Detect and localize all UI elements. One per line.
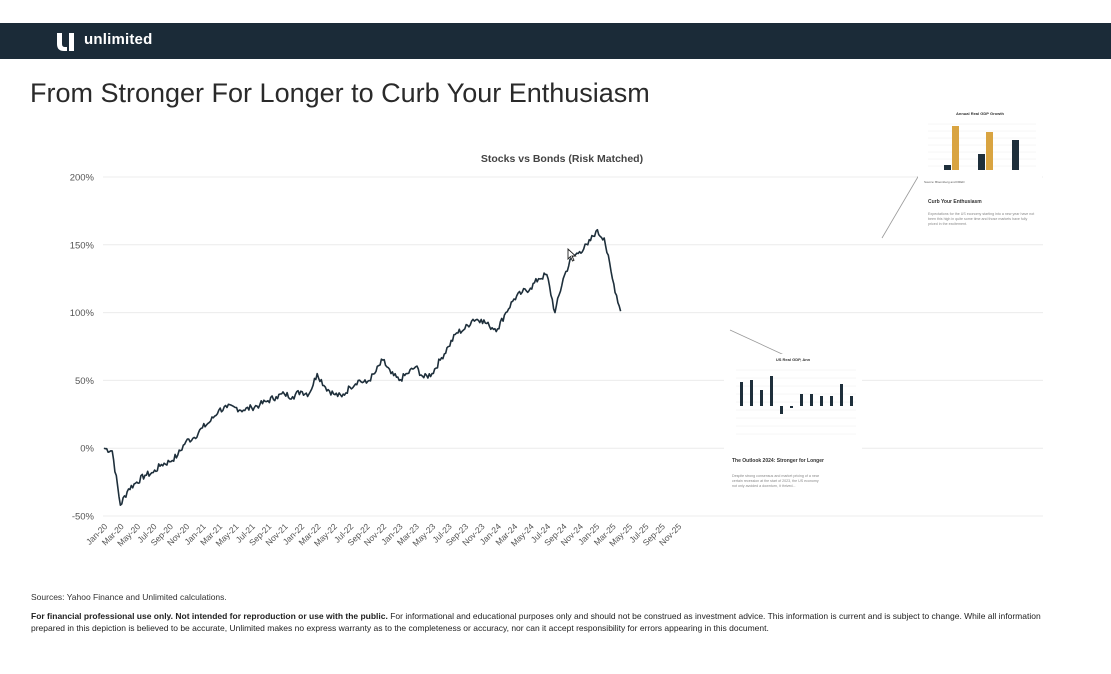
brand-header xyxy=(0,23,1111,59)
series-line xyxy=(103,228,622,507)
inset-bar xyxy=(800,394,803,406)
inset-bar xyxy=(770,376,773,406)
inset-lower-bar-chart xyxy=(736,369,856,435)
inset-bar xyxy=(760,390,763,406)
inset-bar xyxy=(1012,140,1019,170)
inset-bar xyxy=(850,396,853,406)
unlimited-logo-icon xyxy=(57,33,74,51)
inset-lower-body: Despite strong consensus and market pric… xyxy=(732,474,820,488)
inset-upper-heading: Curb Your Enthusiasm xyxy=(928,199,982,205)
inset-lower-chart-title: US Real GDP, Ann xyxy=(775,357,811,362)
mouse-cursor-icon xyxy=(567,248,577,262)
inset-upper-chart-title: Annual Real GDP Growth xyxy=(956,111,1004,116)
stocks-vs-bonds-chart: Stocks vs Bonds (Risk Matched) -50% 0% 50%… xyxy=(70,153,1043,548)
inset-bar xyxy=(790,406,793,408)
y-tick-label: 50% xyxy=(75,376,95,387)
inset-curb-your-enthusiasm: Annual Real GDP Growth Source: Bloomberg… xyxy=(918,108,1042,234)
inset-bar xyxy=(780,406,783,414)
inset-bar xyxy=(840,384,843,406)
y-tick-label: -50% xyxy=(72,512,95,523)
inset-upper-bar-chart xyxy=(928,123,1036,170)
inset-bar xyxy=(740,382,743,406)
inset-upper-body: Expectations for the US economy starting… xyxy=(928,212,1035,226)
disclaimer-text: For informational and educational purpos… xyxy=(31,611,1041,633)
inset-upper-source: Source: Bloomberg and FRED xyxy=(924,180,965,184)
inset-bar xyxy=(986,132,993,170)
inset-lower-heading: The Outlook 2024: Stronger for Longer xyxy=(732,458,824,464)
inset-bar xyxy=(978,154,985,170)
inset-bar xyxy=(952,126,959,170)
callout-line xyxy=(881,169,923,239)
inset-bar xyxy=(750,380,753,406)
disclaimer-bold: For financial professional use only. Not… xyxy=(31,611,388,621)
chart-title: Stocks vs Bonds (Risk Matched) xyxy=(481,153,643,165)
inset-bar xyxy=(820,396,823,406)
inset-bar xyxy=(830,396,833,406)
inset-outlook-2024: US Real GDP, Ann The Outlook 2024: Stron… xyxy=(724,354,862,500)
top-margin xyxy=(0,0,1111,23)
inset-bar xyxy=(944,165,951,170)
y-tick-label: 100% xyxy=(70,308,95,319)
disclaimer: For financial professional use only. Not… xyxy=(31,610,1076,634)
inset-bar xyxy=(810,394,813,406)
brand-name: unlimited xyxy=(84,31,153,48)
y-tick-label: 150% xyxy=(70,240,95,251)
sources-note: Sources: Yahoo Finance and Unlimited cal… xyxy=(31,592,227,602)
y-tick-label: 200% xyxy=(70,173,95,184)
y-tick-label: 0% xyxy=(80,444,94,455)
page-title: From Stronger For Longer to Curb Your En… xyxy=(30,78,650,108)
